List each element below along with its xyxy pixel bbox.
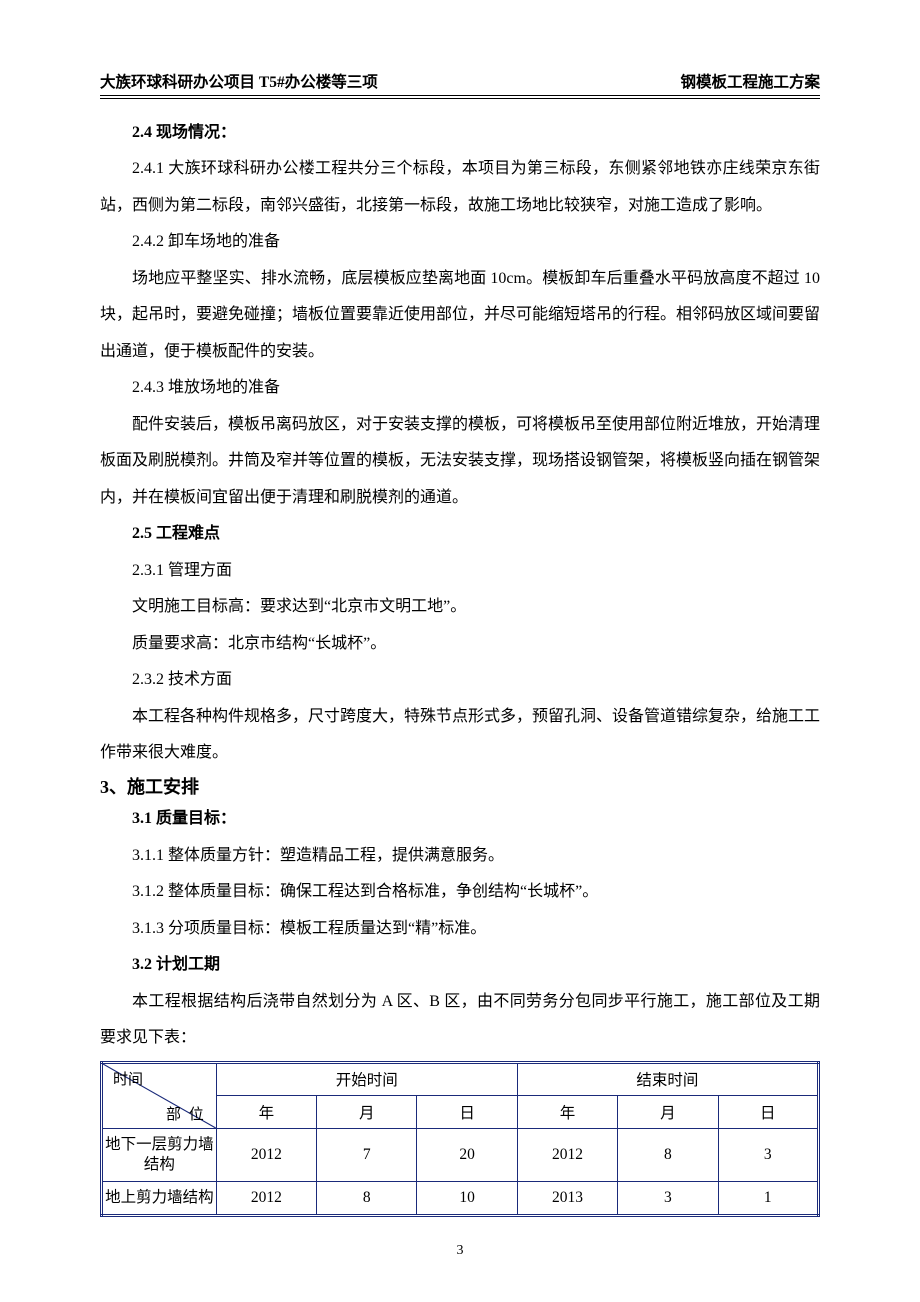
header-right: 钢模板工程施工方案 — [680, 70, 820, 92]
cell: 2012 — [517, 1128, 617, 1181]
schedule-table: 时间 部 位 开始时间 结束时间 年 月 日 年 月 日 地下一层剪力墙结构 2… — [100, 1061, 820, 1217]
heading-3-1: 3.1 质量目标： — [100, 801, 820, 837]
col-month: 月 — [618, 1096, 718, 1128]
start-time-header: 开始时间 — [216, 1062, 517, 1096]
cell: 3 — [718, 1128, 818, 1181]
col-year: 年 — [216, 1096, 316, 1128]
cell: 2012 — [216, 1182, 316, 1216]
para-2-3-1-a: 文明施工目标高：要求达到“北京市文明工地”。 — [100, 589, 820, 625]
page-number: 3 — [100, 1243, 820, 1259]
page: 大族环球科研办公项目 T5#办公楼等三项 钢模板工程施工方案 2.4 现场情况：… — [0, 0, 920, 1299]
cell: 8 — [317, 1182, 417, 1216]
diag-top-label: 时间 — [113, 1068, 143, 1089]
cell: 20 — [417, 1128, 517, 1181]
para-3-1-1: 3.1.1 整体质量方针：塑造精品工程，提供满意服务。 — [100, 838, 820, 874]
para-2-3-2-text: 本工程各种构件规格多，尺寸跨度大，特殊节点形式多，预留孔洞、设备管道错综复杂，给… — [100, 699, 820, 772]
end-time-header: 结束时间 — [517, 1062, 818, 1096]
cell: 7 — [317, 1128, 417, 1181]
cell: 10 — [417, 1182, 517, 1216]
row-label: 地上剪力墙结构 — [102, 1182, 217, 1216]
table-row: 地上剪力墙结构 2012 8 10 2013 3 1 — [102, 1182, 819, 1216]
table-row: 地下一层剪力墙结构 2012 7 20 2012 8 3 — [102, 1128, 819, 1181]
col-day: 日 — [718, 1096, 818, 1128]
cell: 8 — [618, 1128, 718, 1181]
heading-2-5: 2.5 工程难点 — [100, 516, 820, 552]
cell: 2012 — [216, 1128, 316, 1181]
para-2-4-2-text: 场地应平整坚实、排水流畅，底层模板应垫离地面 10cm。模板卸车后重叠水平码放高… — [100, 261, 820, 370]
para-2-4-3-label: 2.4.3 堆放场地的准备 — [100, 370, 820, 406]
heading-3: 3、施工安排 — [100, 773, 820, 799]
diag-bot-label: 部 位 — [166, 1103, 206, 1124]
page-header: 大族环球科研办公项目 T5#办公楼等三项 钢模板工程施工方案 — [100, 70, 820, 96]
cell: 2013 — [517, 1182, 617, 1216]
col-year: 年 — [517, 1096, 617, 1128]
heading-3-2: 3.2 计划工期 — [100, 947, 820, 983]
col-month: 月 — [317, 1096, 417, 1128]
diag-header-cell: 时间 部 位 — [102, 1062, 217, 1128]
para-2-4-2-label: 2.4.2 卸车场地的准备 — [100, 224, 820, 260]
heading-2-4: 2.4 现场情况： — [100, 115, 820, 151]
header-separator — [100, 98, 820, 99]
row-label: 地下一层剪力墙结构 — [102, 1128, 217, 1181]
para-2-4-1: 2.4.1 大族环球科研办公楼工程共分三个标段，本项目为第三标段，东侧紧邻地铁亦… — [100, 151, 820, 224]
para-3-1-3: 3.1.3 分项质量目标：模板工程质量达到“精”标准。 — [100, 911, 820, 947]
para-2-3-1-label: 2.3.1 管理方面 — [100, 553, 820, 589]
para-3-2-text: 本工程根据结构后浇带自然划分为 A 区、B 区，由不同劳务分包同步平行施工，施工… — [100, 984, 820, 1057]
para-2-4-3-text: 配件安装后，模板吊离码放区，对于安装支撑的模板，可将模板吊至使用部位附近堆放，开… — [100, 407, 820, 516]
para-3-1-2: 3.1.2 整体质量目标：确保工程达到合格标准，争创结构“长城杯”。 — [100, 874, 820, 910]
header-left: 大族环球科研办公项目 T5#办公楼等三项 — [100, 70, 378, 92]
cell: 1 — [718, 1182, 818, 1216]
col-day: 日 — [417, 1096, 517, 1128]
para-2-3-2-label: 2.3.2 技术方面 — [100, 662, 820, 698]
table-row: 时间 部 位 开始时间 结束时间 — [102, 1062, 819, 1096]
cell: 3 — [618, 1182, 718, 1216]
para-2-3-1-b: 质量要求高：北京市结构“长城杯”。 — [100, 626, 820, 662]
